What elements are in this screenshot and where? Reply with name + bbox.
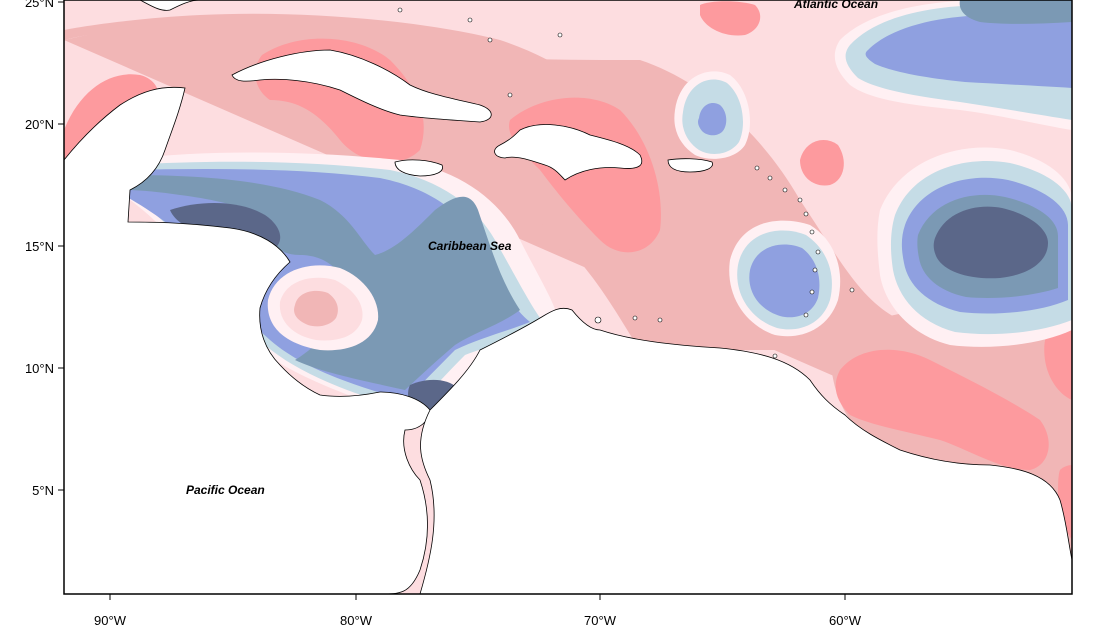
lon-axis: 90°W 80°W 70°W 60°W xyxy=(94,594,862,628)
lat-tick-20: 20°N xyxy=(25,117,54,132)
lat-tick-25: 25°N xyxy=(25,0,54,10)
lat-tick-15: 15°N xyxy=(25,239,54,254)
lat-tick-10: 10°N xyxy=(25,361,54,376)
label-pacific-ocean: Pacific Ocean xyxy=(186,483,265,497)
lat-tick-5: 5°N xyxy=(32,483,54,498)
lat-axis: 25°N 20°N 15°N 10°N 5°N xyxy=(25,0,64,498)
contour-field xyxy=(64,0,1072,594)
lon-tick-60: 60°W xyxy=(829,613,862,628)
land-puerto-rico xyxy=(668,159,713,172)
label-atlantic-ocean: Atlantic Ocean xyxy=(793,0,878,11)
contour-neg-2-atlantic-ne xyxy=(960,0,1072,24)
lon-tick-70: 70°W xyxy=(584,613,617,628)
lon-tick-90: 90°W xyxy=(94,613,127,628)
label-caribbean-sea: Caribbean Sea xyxy=(428,239,512,253)
lon-tick-80: 80°W xyxy=(340,613,373,628)
